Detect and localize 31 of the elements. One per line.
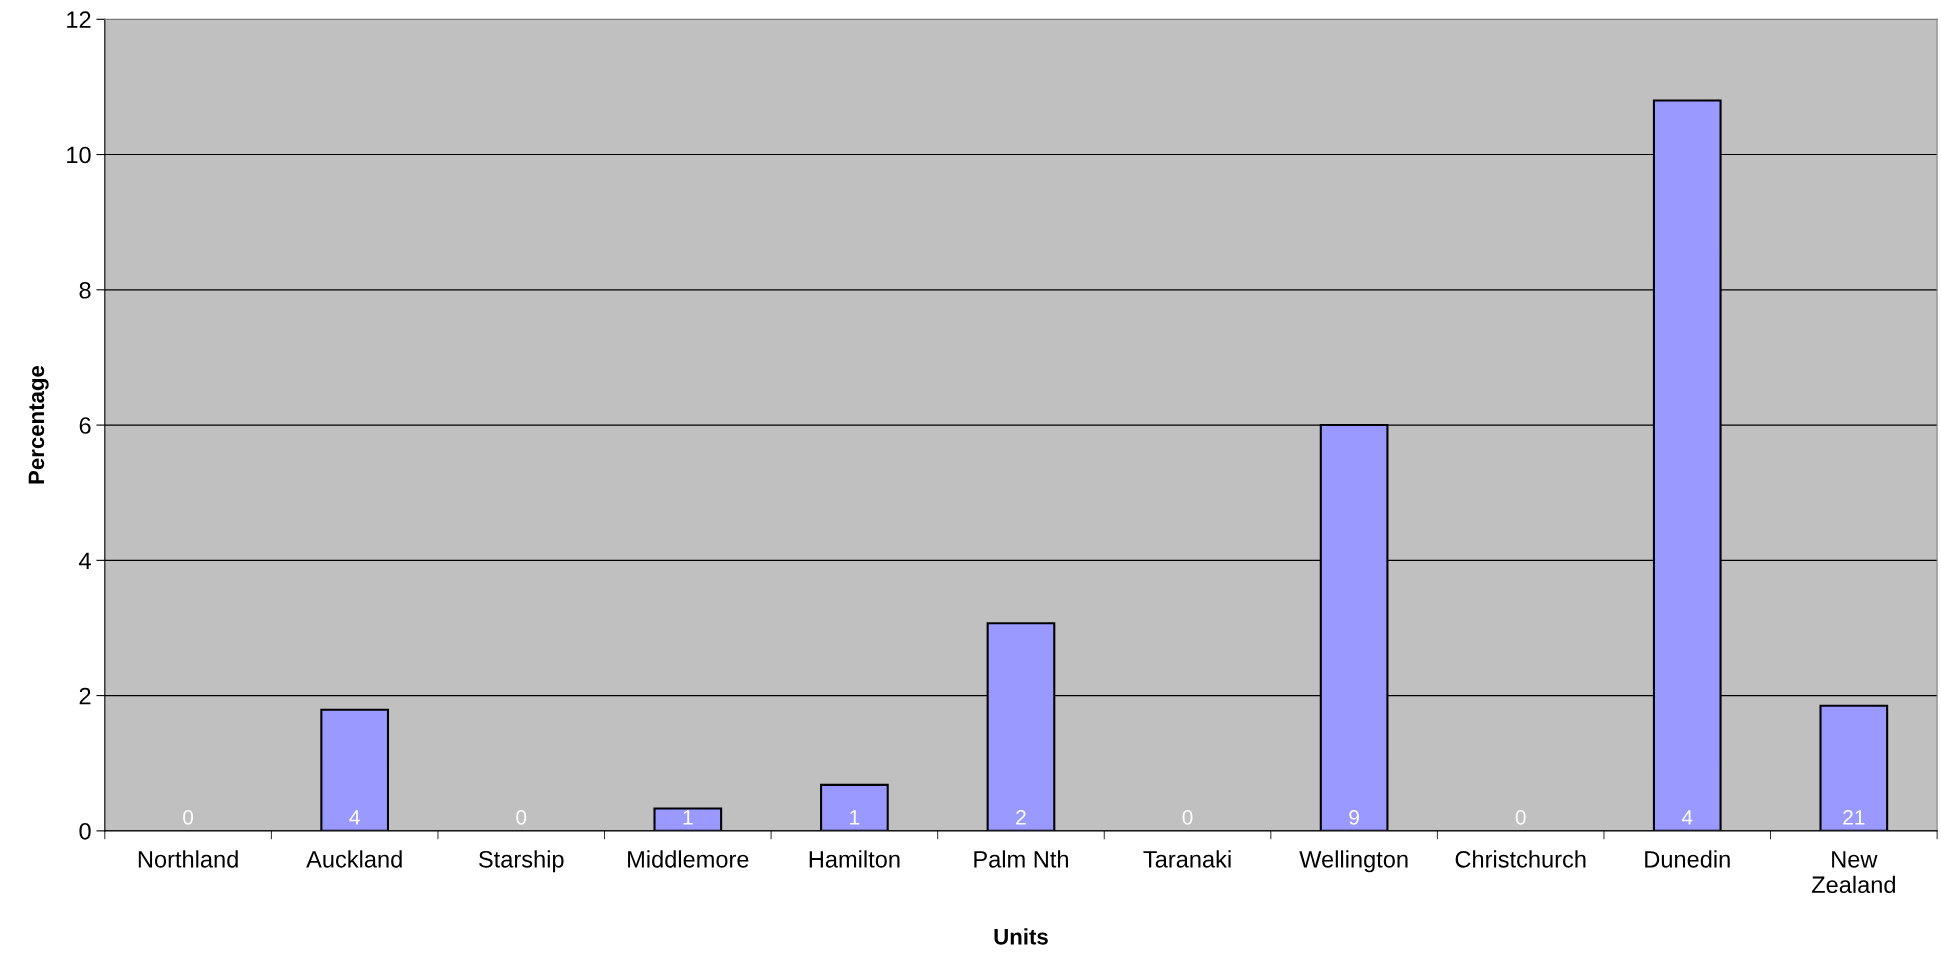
annotation: 4 [349,810,360,825]
annotation: 4 [1681,810,1693,825]
annotation: 0 [183,809,194,825]
y-tick-label: 8 [79,281,91,299]
x-axis-title: Units [994,928,1048,945]
annotation: 2 [1016,809,1026,825]
y-axis-title: Percentage [28,365,49,484]
x-tick-label: Northland [138,850,238,868]
x-tick-label: Starship [479,850,564,873]
x-tick-label: Hamilton [809,850,900,868]
annotation: 0 [516,809,527,825]
x-tick-label: Christchurch [1455,850,1586,868]
annotation: 9 [1349,809,1359,825]
annotation: 21 [1843,809,1865,825]
x-tick-label: Middlemore [628,850,749,868]
x-tick-label: Wellington [1299,850,1408,873]
x-tick-label: Palm Nth [974,850,1068,868]
x-tick-label: Dunedin [1645,850,1730,868]
y-tick-label: 10 [67,146,91,164]
annotation: 0 [1182,809,1193,825]
y-tick-label: 4 [79,552,91,569]
y-tick-label: 0 [79,822,91,840]
annotation: 0 [1515,809,1526,825]
x-tick-label: Auckland [306,850,402,868]
y-tick-label: 12 [67,11,91,28]
x-tick-label: Taranaki [1143,850,1231,868]
y-tick-label: 6 [79,417,91,434]
x-tick-label: New Zealand [1811,851,1895,894]
y-tick-label: 2 [79,687,91,705]
annotation: 1 [850,810,860,825]
annotation: 1 [683,810,693,825]
